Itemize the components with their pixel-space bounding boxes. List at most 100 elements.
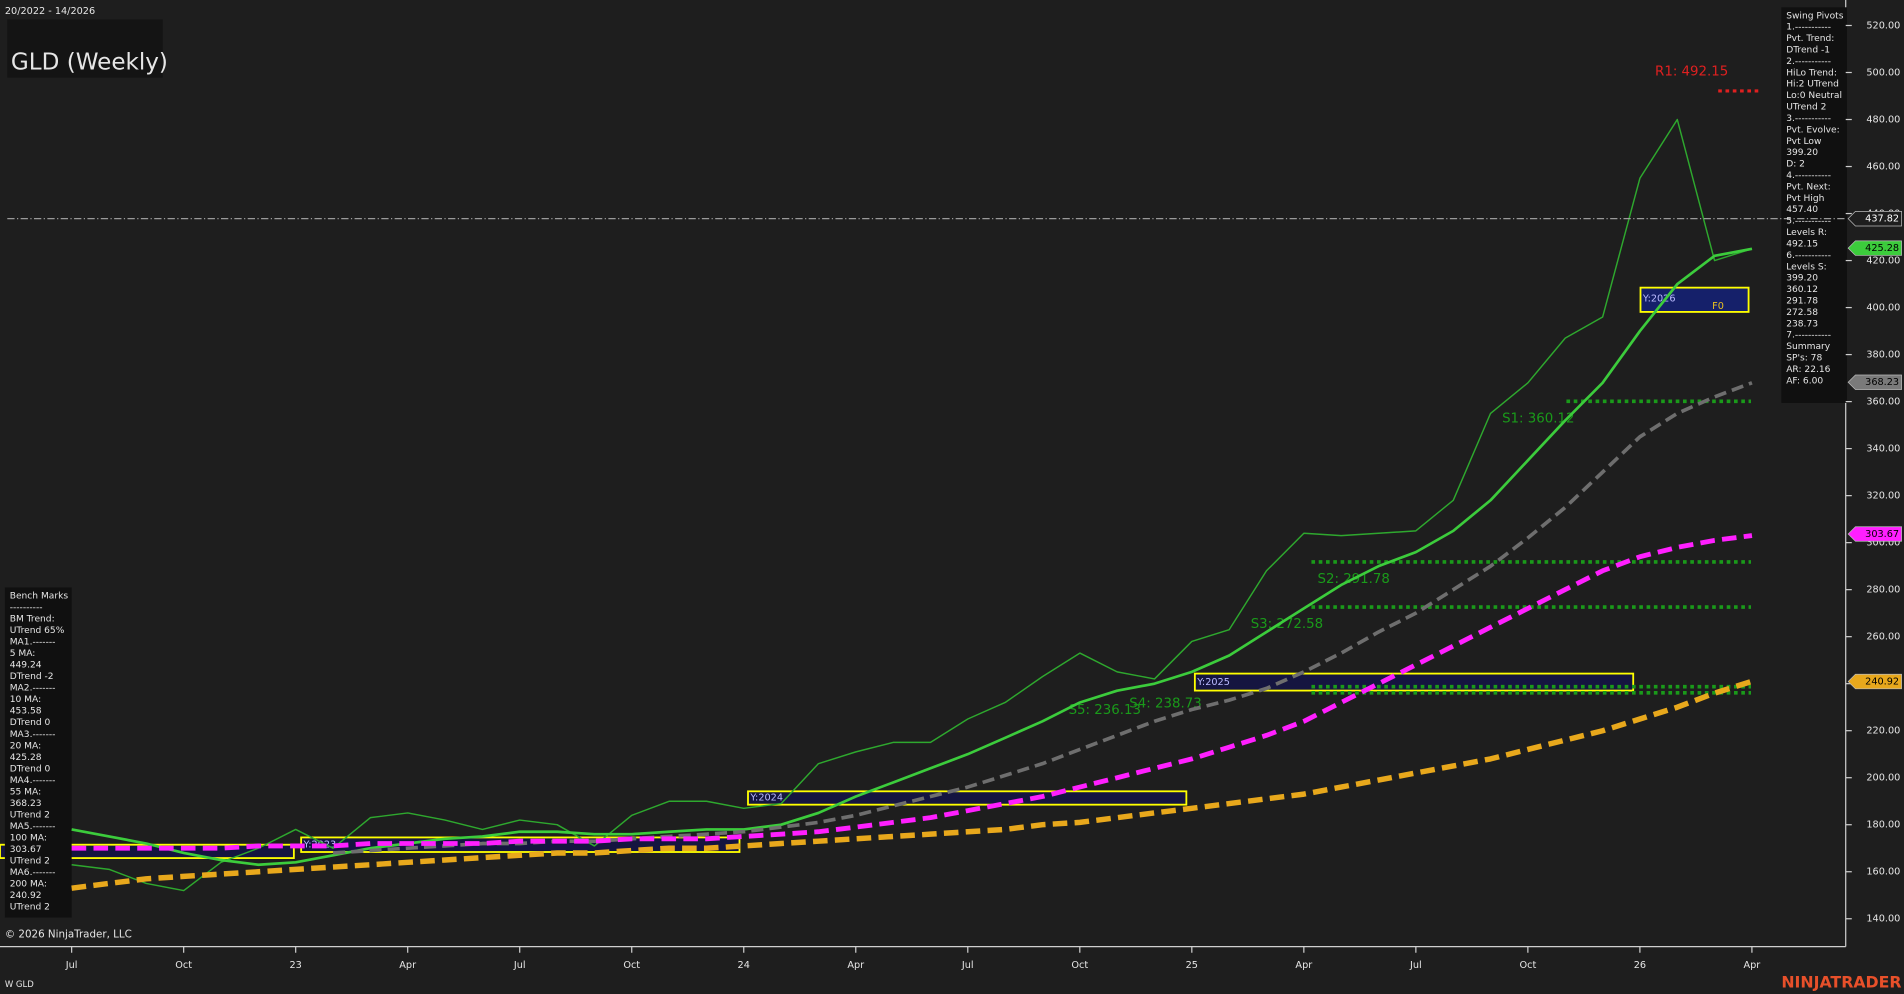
swing-pivots-line: Summary bbox=[1786, 342, 1831, 352]
price-marker-label: 425.28 bbox=[1865, 243, 1899, 254]
swing-pivots-line: 272.58 bbox=[1786, 308, 1818, 318]
swing-pivots-line: Levels R: bbox=[1786, 228, 1827, 238]
x-tick-label: Oct bbox=[1519, 960, 1536, 971]
swing-pivots-line: DTrend -1 bbox=[1786, 46, 1830, 56]
bench-marks-line: 425.28 bbox=[10, 753, 42, 763]
y-tick-label: 160.00 bbox=[1866, 867, 1900, 878]
bench-marks-line: MA1.------- bbox=[10, 638, 56, 648]
swing-pivots-line: SP's: 78 bbox=[1786, 354, 1822, 364]
swing-pivots-line: 399.20 bbox=[1786, 148, 1818, 158]
price-marker-label: 437.82 bbox=[1865, 214, 1899, 225]
swing-pivots-line: Hi:2 UTrend bbox=[1786, 80, 1839, 90]
x-tick-label: Apr bbox=[1744, 960, 1761, 971]
symbol: W GLD bbox=[5, 980, 34, 990]
swing-pivots-line: 5.----------- bbox=[1786, 217, 1831, 227]
bench-marks-line: DTrend -2 bbox=[10, 672, 54, 682]
x-tick-label: Jul bbox=[65, 960, 78, 971]
bench-marks-line: UTrend 2 bbox=[10, 857, 50, 867]
swing-pivots-line: Pvt. Next: bbox=[1786, 182, 1830, 192]
bench-marks-line: UTrend 2 bbox=[10, 903, 50, 913]
y-tick-label: 280.00 bbox=[1866, 585, 1900, 596]
price-marker bbox=[1847, 526, 1902, 542]
bench-marks-line: 449.24 bbox=[10, 661, 42, 671]
bench-marks-line: DTrend 0 bbox=[10, 764, 51, 774]
x-tick-label: Apr bbox=[399, 960, 416, 971]
level-label: S4: 238.73 bbox=[1129, 697, 1201, 712]
y-tick-label: 380.00 bbox=[1866, 350, 1900, 361]
chart-title: GLD (Weekly) bbox=[11, 50, 168, 76]
bench-marks-line: MA5.------- bbox=[10, 822, 56, 832]
x-tick-label: 26 bbox=[1634, 960, 1646, 971]
price-marker-label: 303.67 bbox=[1865, 529, 1899, 540]
bench-marks-line: 100 MA: bbox=[10, 834, 47, 844]
swing-pivots-line: Pvt Low bbox=[1786, 137, 1822, 147]
y-tick-label: 320.00 bbox=[1866, 491, 1900, 502]
swing-pivots-line: 291.78 bbox=[1786, 296, 1818, 306]
x-tick-label: Jul bbox=[961, 960, 974, 971]
bench-marks-line: MA4.------- bbox=[10, 776, 56, 786]
swing-pivots-line: 238.73 bbox=[1786, 319, 1818, 329]
price-marker bbox=[1847, 211, 1902, 227]
brand: NINJATRADER bbox=[1781, 973, 1901, 992]
level-label: S5: 236.13 bbox=[1069, 703, 1141, 718]
y-tick-label: 400.00 bbox=[1866, 303, 1900, 314]
swing-pivots-line: Levels S: bbox=[1786, 262, 1826, 272]
swing-pivots-panel bbox=[1781, 7, 1847, 403]
swing-pivots-line: 457.40 bbox=[1786, 205, 1818, 215]
swing-pivots-line: 6.----------- bbox=[1786, 251, 1831, 261]
year-label: Y:2024 bbox=[749, 792, 783, 803]
swing-pivots-line: 492.15 bbox=[1786, 239, 1818, 249]
bench-marks-panel bbox=[4, 587, 72, 918]
y-tick-label: 180.00 bbox=[1866, 820, 1900, 831]
y-tick-label: 260.00 bbox=[1866, 632, 1900, 643]
title-box bbox=[7, 19, 163, 78]
year-label: Y:2025 bbox=[1196, 677, 1230, 688]
y-tick-label: 480.00 bbox=[1866, 115, 1900, 126]
bench-marks-line: 200 MA: bbox=[10, 880, 47, 890]
f0-label: F0 bbox=[1712, 301, 1724, 312]
y-tick-label: 140.00 bbox=[1866, 914, 1900, 925]
swing-pivots-line: Swing Pivots bbox=[1786, 11, 1843, 21]
year-box bbox=[747, 790, 1188, 806]
copyright: © 2026 NinjaTrader, LLC bbox=[5, 929, 132, 941]
swing-pivots-line: Lo:0 Neutral bbox=[1786, 91, 1842, 101]
x-tick-label: Oct bbox=[175, 960, 192, 971]
level-label: S1: 360.12 bbox=[1502, 411, 1574, 426]
bench-marks-line: UTrend 65% bbox=[10, 626, 65, 636]
bench-marks-line: DTrend 0 bbox=[10, 718, 51, 728]
year-label: Y:2026 bbox=[1642, 294, 1676, 305]
bench-marks-line: ---------- bbox=[10, 603, 43, 613]
x-tick-label: Oct bbox=[1071, 960, 1088, 971]
x-tick-label: Oct bbox=[623, 960, 640, 971]
swing-pivots-line: D: 2 bbox=[1786, 160, 1805, 170]
price-marker bbox=[1847, 240, 1902, 256]
series-line bbox=[332, 381, 1753, 855]
swing-pivots-line: 3.----------- bbox=[1786, 114, 1831, 124]
series-line bbox=[71, 533, 1753, 851]
x-tick-label: Apr bbox=[847, 960, 864, 971]
price-marker-label: 240.92 bbox=[1865, 677, 1899, 688]
level-label: R1: 492.15 bbox=[1655, 65, 1728, 80]
series-line bbox=[71, 678, 1753, 891]
swing-pivots-line: 399.20 bbox=[1786, 274, 1818, 284]
x-tick-label: 25 bbox=[1186, 960, 1198, 971]
price-marker bbox=[1847, 673, 1902, 690]
bench-marks-line: BM Trend: bbox=[10, 614, 55, 624]
y-tick-label: 340.00 bbox=[1866, 444, 1900, 455]
bench-marks-line: 55 MA: bbox=[10, 787, 41, 797]
swing-pivots-line: Pvt. Trend: bbox=[1786, 34, 1834, 44]
bench-marks-line: UTrend 2 bbox=[10, 810, 50, 820]
swing-pivots-line: 1.----------- bbox=[1786, 23, 1831, 33]
swing-pivots-line: Pvt. Evolve: bbox=[1786, 125, 1839, 135]
level-label: S3: 272.58 bbox=[1251, 617, 1323, 632]
x-tick-label: 24 bbox=[738, 960, 750, 971]
date-range: 20/2022 - 14/2026 bbox=[5, 6, 95, 17]
bench-marks-line: 20 MA: bbox=[10, 741, 41, 751]
bench-marks-line: 240.92 bbox=[10, 891, 42, 901]
bench-marks-line: 10 MA: bbox=[10, 695, 41, 705]
swing-pivots-line: UTrend 2 bbox=[1786, 103, 1826, 113]
swing-pivots-line: Pvt High bbox=[1786, 194, 1824, 204]
swing-pivots-line: 4.----------- bbox=[1786, 171, 1831, 181]
